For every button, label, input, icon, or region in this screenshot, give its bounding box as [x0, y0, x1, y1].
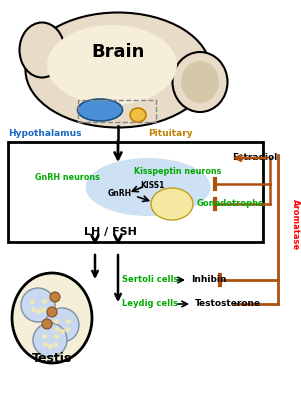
Ellipse shape	[77, 99, 123, 121]
Text: Leydig cells: Leydig cells	[122, 300, 178, 308]
Text: Testis: Testis	[32, 352, 72, 364]
Circle shape	[33, 323, 67, 357]
Text: Estradiol: Estradiol	[232, 154, 277, 162]
Text: GnRH neurons: GnRH neurons	[35, 174, 100, 182]
Bar	[8, 142, 263, 242]
Circle shape	[50, 292, 60, 302]
Ellipse shape	[151, 188, 193, 220]
Circle shape	[47, 307, 57, 317]
Ellipse shape	[85, 158, 210, 216]
Text: LH / FSH: LH / FSH	[84, 227, 136, 237]
Text: Testosterone: Testosterone	[195, 300, 261, 308]
Ellipse shape	[26, 12, 210, 128]
Circle shape	[21, 288, 55, 322]
Text: GnRH: GnRH	[108, 188, 132, 198]
Text: Aromatase: Aromatase	[290, 200, 299, 250]
Circle shape	[45, 308, 79, 342]
Circle shape	[42, 319, 52, 329]
Text: Hypothalamus: Hypothalamus	[8, 129, 82, 138]
Bar	[78, 100, 156, 122]
Ellipse shape	[181, 61, 219, 103]
Text: Kisspeptin neurons: Kisspeptin neurons	[134, 168, 222, 176]
Text: Sertoli cells: Sertoli cells	[122, 276, 178, 284]
Ellipse shape	[47, 25, 177, 105]
Text: Brain: Brain	[91, 43, 145, 61]
Text: KISS1: KISS1	[140, 180, 164, 190]
Text: Pituitary: Pituitary	[148, 129, 193, 138]
Ellipse shape	[12, 273, 92, 363]
Text: Inhibin: Inhibin	[191, 276, 226, 284]
Text: Gonadotrophs: Gonadotrophs	[197, 200, 264, 208]
Ellipse shape	[130, 108, 146, 122]
Ellipse shape	[20, 22, 64, 78]
Ellipse shape	[172, 52, 228, 112]
